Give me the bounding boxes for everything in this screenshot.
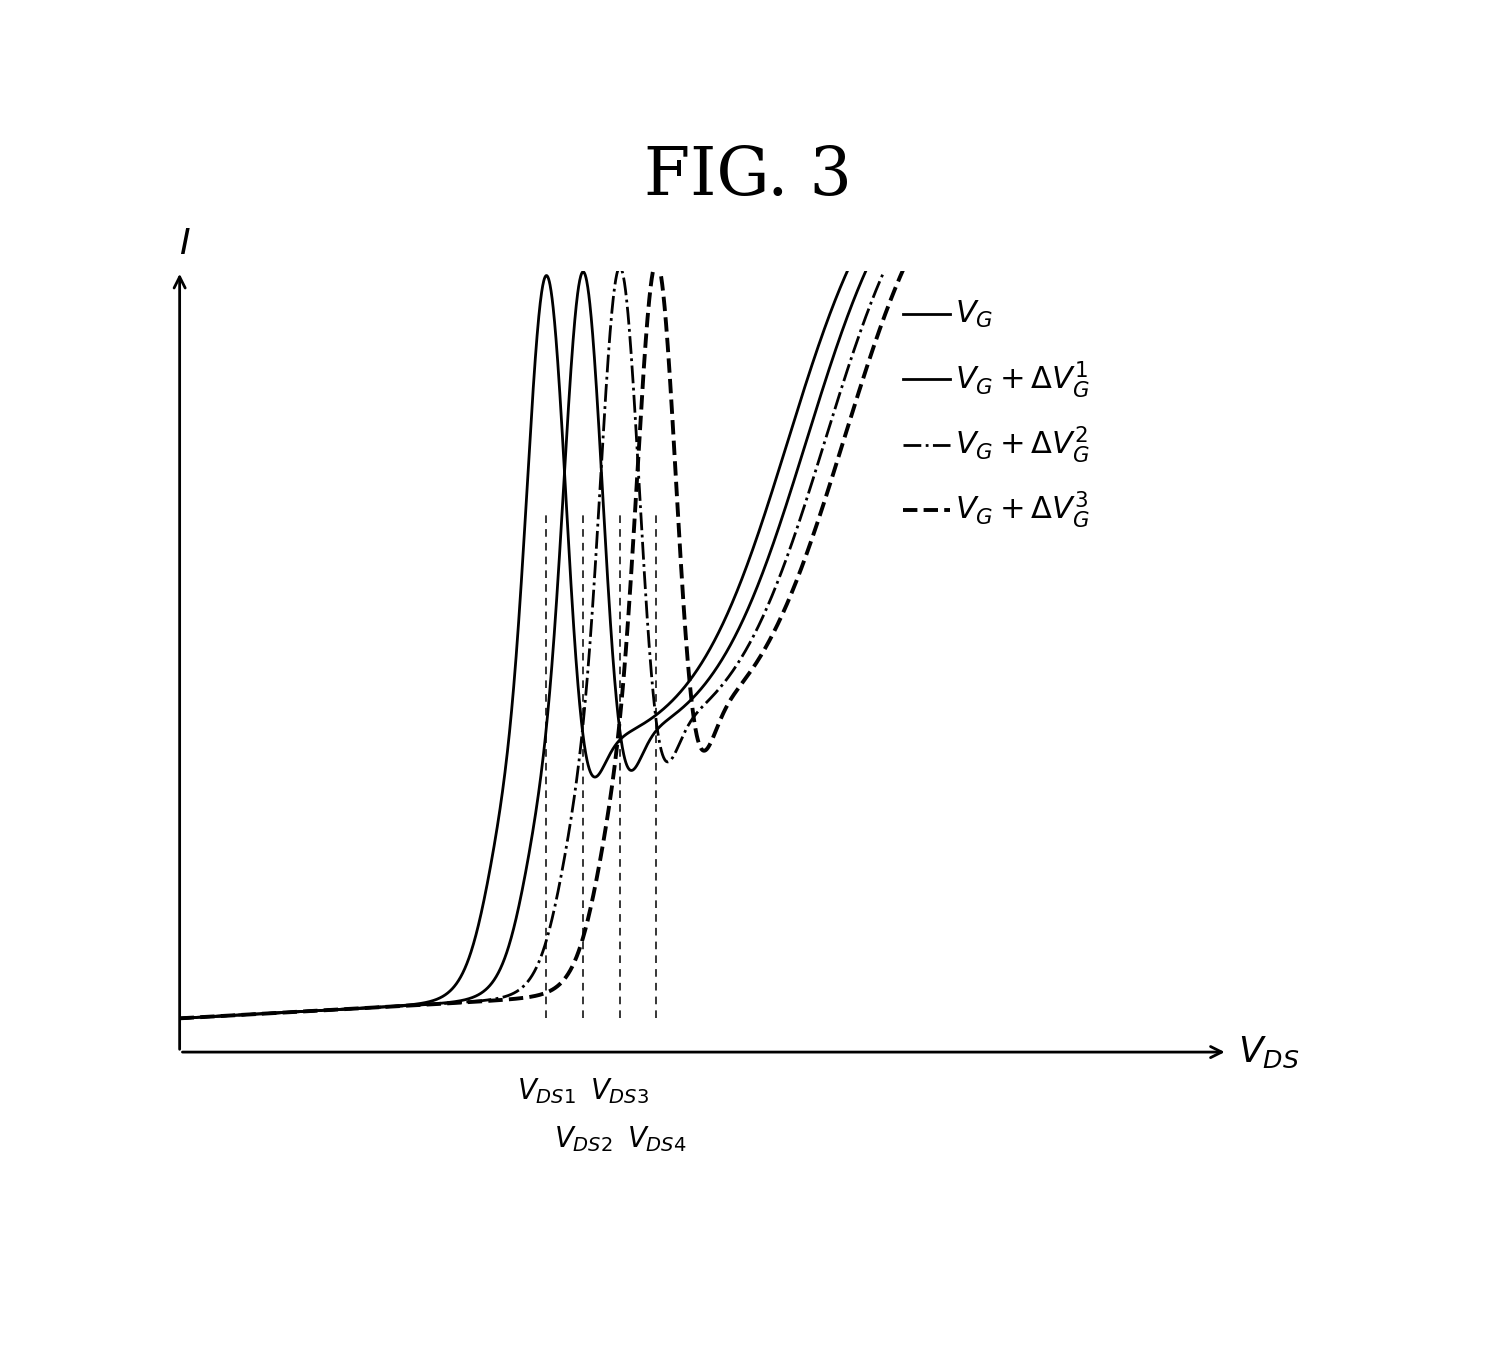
Text: $V_{DS}$: $V_{DS}$ — [1238, 1034, 1299, 1069]
Text: $V_{DS2}$: $V_{DS2}$ — [554, 1125, 612, 1154]
Text: $V_{DS4}$: $V_{DS4}$ — [627, 1125, 686, 1154]
Text: $V_{DS3}$: $V_{DS3}$ — [590, 1076, 650, 1106]
Text: FIG. 3: FIG. 3 — [645, 144, 852, 209]
Text: $V_G + \Delta V_G^{1}$: $V_G + \Delta V_G^{1}$ — [955, 359, 1090, 400]
Text: $V_G$: $V_G$ — [955, 299, 994, 331]
Text: $V_G + \Delta V_G^{3}$: $V_G + \Delta V_G^{3}$ — [955, 489, 1090, 530]
Text: $V_G + \Delta V_G^{2}$: $V_G + \Delta V_G^{2}$ — [955, 424, 1090, 465]
Text: $I$: $I$ — [180, 228, 190, 262]
Text: $V_{DS1}$: $V_{DS1}$ — [516, 1076, 576, 1106]
